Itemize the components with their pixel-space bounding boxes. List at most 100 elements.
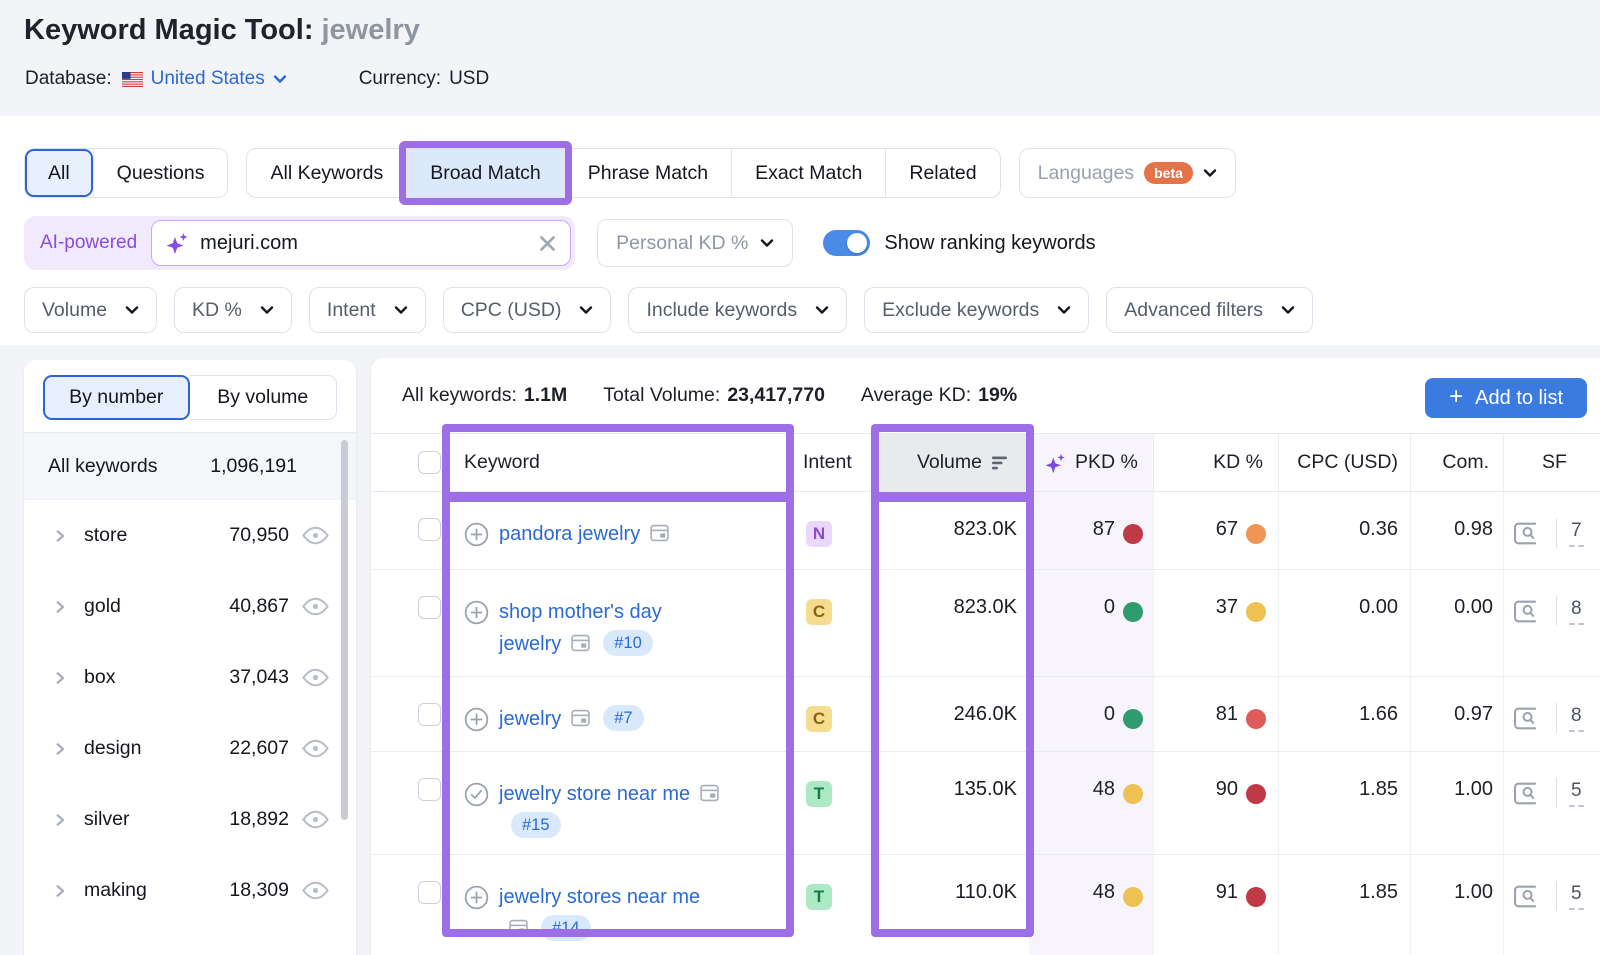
tab-broad-match[interactable]: Broad Match bbox=[399, 141, 572, 205]
keyword-group-row[interactable]: store 70,950 bbox=[24, 500, 356, 571]
row-checkbox[interactable] bbox=[418, 596, 441, 619]
keyword-group-row[interactable]: design 22,607 bbox=[24, 713, 356, 784]
kd-value: 67 bbox=[1215, 518, 1238, 540]
tab-exact-match[interactable]: Exact Match bbox=[731, 149, 885, 197]
keyword-link[interactable]: jewelry bbox=[499, 708, 562, 730]
filter-volume[interactable]: Volume bbox=[24, 287, 158, 333]
show-ranking-keywords-toggle[interactable] bbox=[823, 230, 871, 256]
average-kd-value: 19% bbox=[978, 384, 1018, 406]
kd-difficulty-dot bbox=[1246, 887, 1266, 907]
analyze-serp-icon[interactable] bbox=[1513, 781, 1541, 806]
tab-related[interactable]: Related bbox=[885, 149, 999, 197]
page-header-band bbox=[0, 0, 1600, 116]
add-to-list-button[interactable]: + Add to list bbox=[1425, 378, 1587, 418]
keyword-groups-panel: By number By volume All keywords 1,096,1… bbox=[24, 360, 356, 955]
column-header-pkd[interactable]: PKD % bbox=[1029, 434, 1153, 491]
sf-count[interactable]: 8 bbox=[1569, 598, 1584, 625]
all-keywords-row[interactable]: All keywords 1,096,191 bbox=[24, 432, 356, 500]
keyword-group-count: 40,867 bbox=[229, 595, 289, 617]
column-header-cpc[interactable]: CPC (USD) bbox=[1278, 434, 1410, 491]
languages-dropdown[interactable]: Languages beta bbox=[1018, 148, 1236, 198]
filter-advanced-filters[interactable]: Advanced filters bbox=[1106, 287, 1314, 333]
eye-icon[interactable] bbox=[302, 881, 329, 900]
filter-cpc-usd-[interactable]: CPC (USD) bbox=[442, 287, 612, 333]
personal-kd-dropdown[interactable]: Personal KD % bbox=[597, 219, 794, 267]
tab-all[interactable]: All bbox=[25, 149, 93, 197]
chevron-right-icon[interactable] bbox=[53, 884, 67, 898]
column-header-com[interactable]: Com. bbox=[1410, 434, 1503, 491]
analyze-serp-icon[interactable] bbox=[1513, 884, 1541, 909]
filter-include-keywords[interactable]: Include keywords bbox=[628, 287, 848, 333]
analyze-serp-icon[interactable] bbox=[1513, 706, 1541, 731]
eye-icon[interactable] bbox=[302, 668, 329, 687]
sidebar-scrollbar[interactable] bbox=[341, 440, 348, 820]
eye-icon[interactable] bbox=[302, 739, 329, 758]
chevron-right-icon[interactable] bbox=[53, 600, 67, 614]
analyze-serp-icon[interactable] bbox=[1513, 599, 1541, 624]
keyword-link[interactable]: jewelry stores near me bbox=[499, 886, 701, 908]
add-keyword-icon[interactable] bbox=[464, 885, 489, 910]
tab-group-all-questions: All Questions bbox=[24, 148, 229, 198]
add-keyword-icon[interactable] bbox=[464, 600, 489, 625]
currency-label: Currency: USD bbox=[358, 68, 490, 89]
column-header-volume[interactable]: Volume bbox=[873, 434, 1029, 491]
chevron-right-icon[interactable] bbox=[53, 529, 67, 543]
clear-search-icon[interactable] bbox=[539, 235, 556, 252]
tab-by-number[interactable]: By number bbox=[43, 375, 190, 420]
keyword-group-count: 22,607 bbox=[229, 737, 289, 759]
column-header-intent[interactable]: Intent bbox=[803, 451, 852, 473]
column-header-keyword[interactable]: Keyword bbox=[464, 451, 540, 473]
keyword-link[interactable]: pandora jewelry bbox=[499, 523, 641, 545]
tab-all-keywords[interactable]: All Keywords bbox=[270, 161, 384, 184]
serp-icon[interactable] bbox=[649, 523, 670, 543]
tab-by-volume[interactable]: By volume bbox=[189, 375, 337, 420]
total-volume-label: Total Volume: bbox=[603, 384, 721, 406]
eye-icon[interactable] bbox=[302, 597, 329, 616]
chevron-right-icon[interactable] bbox=[53, 813, 67, 827]
keyword-group-row[interactable]: making 18,309 bbox=[24, 855, 356, 926]
tab-phrase-match[interactable]: Phrase Match bbox=[563, 149, 731, 197]
pkd-value: 87 bbox=[1092, 518, 1115, 540]
row-checkbox[interactable] bbox=[418, 703, 441, 726]
keyword-group-row[interactable]: box 37,043 bbox=[24, 642, 356, 713]
beta-badge: beta bbox=[1144, 162, 1193, 184]
select-all-checkbox[interactable] bbox=[418, 451, 441, 474]
filter-exclude-keywords[interactable]: Exclude keywords bbox=[864, 287, 1090, 333]
analyze-serp-icon[interactable] bbox=[1513, 521, 1541, 546]
chevron-right-icon[interactable] bbox=[53, 742, 67, 756]
tab-questions[interactable]: Questions bbox=[92, 149, 228, 197]
all-keywords-summary-value: 1.1M bbox=[523, 384, 568, 406]
eye-icon[interactable] bbox=[302, 526, 329, 545]
row-checkbox[interactable] bbox=[418, 778, 441, 801]
sf-count[interactable]: 7 bbox=[1569, 520, 1584, 547]
column-header-kd[interactable]: KD % bbox=[1153, 434, 1278, 491]
add-keyword-icon[interactable] bbox=[464, 522, 489, 547]
row-checkbox[interactable] bbox=[418, 881, 441, 904]
filter-intent[interactable]: Intent bbox=[308, 287, 426, 333]
keyword-group-row[interactable]: gold 40,867 bbox=[24, 571, 356, 642]
column-header-sf[interactable]: SF bbox=[1503, 434, 1600, 491]
sf-count[interactable]: 5 bbox=[1569, 780, 1584, 807]
serp-icon[interactable] bbox=[699, 783, 720, 803]
keyword-link[interactable]: jewelry store near me bbox=[499, 783, 691, 805]
added-check-icon[interactable] bbox=[464, 782, 489, 807]
row-checkbox[interactable] bbox=[418, 518, 441, 541]
position-badge[interactable]: #10 bbox=[603, 630, 653, 656]
serp-icon[interactable] bbox=[570, 633, 591, 653]
database-selector[interactable]: United States bbox=[121, 68, 287, 90]
keyword-group-label: gold bbox=[84, 595, 121, 617]
position-badge[interactable]: #14 bbox=[541, 915, 591, 941]
add-keyword-icon[interactable] bbox=[464, 707, 489, 732]
position-badge[interactable]: #15 bbox=[511, 812, 561, 838]
serp-icon[interactable] bbox=[508, 918, 529, 938]
sf-count[interactable]: 8 bbox=[1569, 705, 1584, 732]
keyword-link[interactable]: shop mother's day jewelry bbox=[499, 601, 662, 655]
serp-icon[interactable] bbox=[570, 708, 591, 728]
search-input[interactable]: mejuri.com bbox=[151, 220, 572, 266]
eye-icon[interactable] bbox=[302, 810, 329, 829]
keyword-group-row[interactable]: silver 18,892 bbox=[24, 784, 356, 855]
filter-kd-[interactable]: KD % bbox=[174, 287, 292, 333]
sf-count[interactable]: 5 bbox=[1569, 883, 1584, 910]
position-badge[interactable]: #7 bbox=[603, 705, 644, 731]
chevron-right-icon[interactable] bbox=[53, 671, 67, 685]
